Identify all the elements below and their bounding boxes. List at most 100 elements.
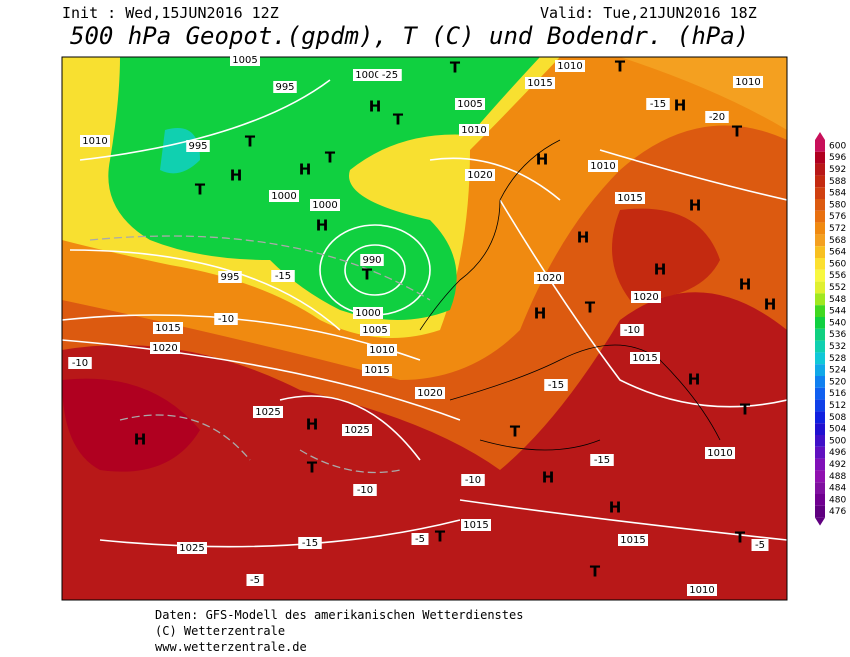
isoline-label-box bbox=[630, 352, 660, 364]
isoline-label-box bbox=[455, 98, 485, 110]
colorbar-label: 484 bbox=[829, 484, 846, 494]
pressure-center: T bbox=[740, 401, 751, 419]
colorbar-label: 552 bbox=[829, 283, 846, 293]
isoline-label-box bbox=[273, 81, 297, 93]
isoline-label-box bbox=[230, 54, 260, 66]
colorbar-swatch bbox=[815, 446, 825, 459]
isoline-label-box bbox=[80, 135, 110, 147]
colorbar-label: 596 bbox=[829, 153, 846, 163]
colorbar-swatch bbox=[815, 482, 825, 494]
isoline-label: 1015 bbox=[620, 535, 645, 546]
isoline-label-box bbox=[360, 254, 384, 266]
colorbar-label: 544 bbox=[829, 307, 846, 317]
isoline-label-box bbox=[411, 533, 429, 545]
footer-line: www.wetterzentrale.de bbox=[155, 640, 307, 654]
colorbar-swatch bbox=[815, 505, 825, 518]
colorbar-swatch bbox=[815, 328, 825, 341]
pressure-center: H bbox=[534, 305, 547, 323]
pressure-center: H bbox=[369, 98, 382, 116]
pressure-center: H bbox=[674, 97, 687, 115]
isoline-label-box bbox=[214, 313, 238, 325]
isoline-label-box bbox=[150, 342, 180, 354]
pressure-center: T bbox=[393, 111, 404, 129]
colorbar-label: 564 bbox=[829, 248, 846, 258]
pressure-center: T bbox=[510, 423, 521, 441]
isoline-label: 990 bbox=[362, 255, 381, 266]
pressure-center: H bbox=[739, 276, 752, 294]
isoline-label-box bbox=[618, 534, 648, 546]
colorbar-swatch bbox=[815, 411, 825, 424]
pressure-center: H bbox=[536, 151, 549, 169]
pressure-center: T bbox=[435, 528, 446, 546]
colorbar-label: 512 bbox=[829, 401, 846, 411]
colorbar-swatch bbox=[815, 352, 825, 365]
isoline-label-box bbox=[378, 69, 402, 81]
colorbar-label: 476 bbox=[829, 507, 846, 517]
isoline-label-box bbox=[461, 474, 485, 486]
colorbar-swatch bbox=[815, 317, 825, 329]
isoline-label: 1015 bbox=[364, 365, 389, 376]
colorbar-label: 496 bbox=[829, 448, 846, 458]
colorbar-swatch bbox=[815, 399, 825, 412]
isoline-label-box bbox=[705, 447, 735, 459]
colorbar-swatch bbox=[815, 376, 825, 388]
colorbar-swatch bbox=[815, 293, 825, 306]
isoline-label-box bbox=[687, 584, 717, 596]
isoline-label: 1005 bbox=[232, 55, 257, 66]
isoline-label-box bbox=[253, 406, 283, 418]
isoline-label-box bbox=[153, 322, 183, 334]
isoline-label-box bbox=[525, 77, 555, 89]
isoline-label: 1025 bbox=[179, 543, 204, 554]
colorbar-swatch bbox=[815, 140, 825, 152]
colorbar-label: 528 bbox=[829, 354, 846, 364]
isoline-label: -20 bbox=[709, 112, 725, 123]
isoline-label: 1010 bbox=[557, 61, 582, 72]
isoline-label: -15 bbox=[594, 455, 610, 466]
pressure-center: H bbox=[230, 167, 243, 185]
pressure-center: H bbox=[299, 161, 312, 179]
isoline-label: 1005 bbox=[457, 99, 482, 110]
isoline-label: 1010 bbox=[707, 448, 732, 459]
isoline-label: -15 bbox=[650, 99, 666, 110]
isoline-label-box bbox=[459, 124, 489, 136]
isoline-label-box bbox=[246, 574, 264, 586]
colorbar-swatch bbox=[815, 423, 825, 435]
pressure-center: H bbox=[577, 229, 590, 247]
isoline-label: 1020 bbox=[633, 292, 658, 303]
colorbar-swatch bbox=[815, 175, 825, 188]
isoline-label: -5 bbox=[415, 534, 425, 545]
isoline-label-box bbox=[751, 539, 769, 551]
colorbar-label: 584 bbox=[829, 189, 846, 199]
colorbar-swatch bbox=[815, 234, 825, 247]
isoline-label-box bbox=[555, 60, 585, 72]
isoline-label: 995 bbox=[188, 141, 207, 152]
isoline-label-box bbox=[544, 379, 568, 391]
isoline-label-box bbox=[298, 537, 322, 549]
pressure-center: T bbox=[450, 59, 461, 77]
isoline-label-box bbox=[465, 169, 495, 181]
colorbar-label: 548 bbox=[829, 295, 846, 305]
colorbar-swatch bbox=[815, 163, 825, 176]
isoline-label: 1015 bbox=[617, 193, 642, 204]
colorbar-swatch bbox=[815, 151, 825, 164]
isoline-label: 1005 bbox=[362, 325, 387, 336]
isoline-label-box bbox=[310, 199, 340, 211]
colorbar-label: 508 bbox=[829, 413, 846, 423]
isoline-label-box bbox=[177, 542, 207, 554]
isoline-label-box bbox=[68, 357, 92, 369]
isoline-label-box bbox=[342, 424, 372, 436]
isoline-label: 1020 bbox=[152, 343, 177, 354]
isoline-label: 1000 bbox=[312, 200, 337, 211]
isoline-label: 1000 bbox=[355, 70, 380, 81]
pressure-center: T bbox=[307, 459, 318, 477]
pressure-center: T bbox=[585, 299, 596, 317]
colorbar-swatch bbox=[815, 187, 825, 199]
isoline-label-box bbox=[415, 387, 445, 399]
pressure-center: T bbox=[195, 181, 206, 199]
colorbar-swatch bbox=[815, 210, 825, 223]
isoline-label: -15 bbox=[302, 538, 318, 549]
pressure-center: H bbox=[542, 469, 555, 487]
isoline-label: -10 bbox=[624, 325, 640, 336]
colorbar-label: 572 bbox=[829, 224, 846, 234]
isoline-label: 1010 bbox=[590, 161, 615, 172]
